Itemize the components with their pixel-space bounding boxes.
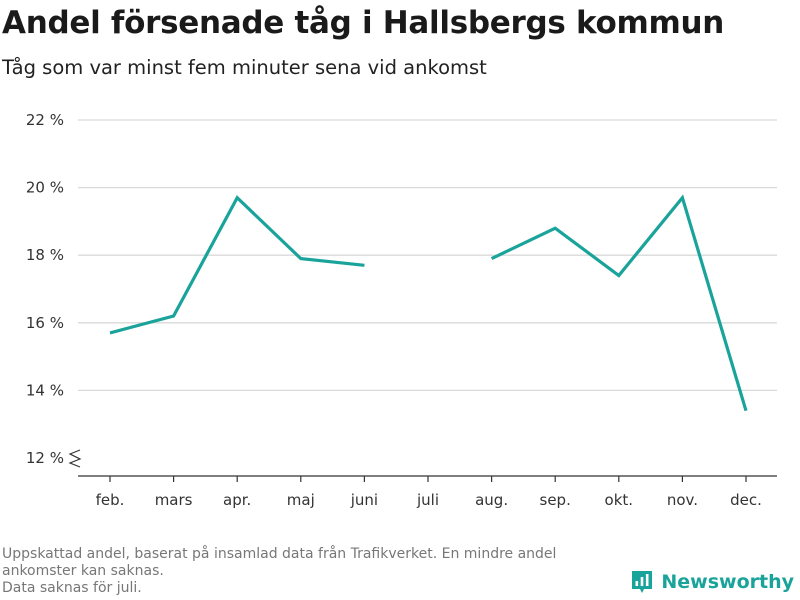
x-tick-label: apr.: [223, 491, 251, 509]
series-line: [109, 195, 365, 335]
newsworthy-logo-icon: [632, 571, 653, 593]
footnote: Uppskattad andel, baserat på insamlad da…: [2, 546, 632, 597]
series-lines: [109, 194, 748, 412]
x-tick-label: juli: [416, 491, 439, 509]
x-tick-label: aug.: [475, 491, 508, 509]
brand-logo: Newsworthy: [630, 569, 794, 595]
x-tick-label: mars: [155, 491, 193, 509]
brand-name: Newsworthy: [661, 571, 794, 593]
chart-subtitle: Tåg som var minst fem minuter sena vid a…: [2, 56, 487, 79]
axis-break-icon: [68, 449, 82, 468]
y-tick-label: 18 %: [26, 246, 64, 264]
footnote-missing: Data saknas för juli.: [2, 580, 142, 596]
y-tick-label: 22 %: [26, 111, 64, 129]
gridlines: [68, 119, 777, 468]
x-tick-label: dec.: [730, 491, 762, 509]
x-tick-label: feb.: [96, 491, 125, 509]
x-tick-label: juni: [350, 491, 378, 509]
x-tick-label: maj: [287, 491, 315, 509]
y-tick-label: 16 %: [26, 314, 64, 332]
x-tick-label: okt.: [605, 491, 634, 509]
y-tick-label: 12 %: [26, 449, 64, 467]
footnote-source: Uppskattad andel, baserat på insamlad da…: [2, 546, 557, 579]
x-tick-label: nov.: [667, 491, 698, 509]
y-tick-label: 20 %: [26, 179, 64, 197]
y-tick-label: 14 %: [26, 381, 64, 399]
x-tick-label: sep.: [540, 491, 571, 509]
x-axis-ticks: feb. mars apr. maj juni juli aug. sep. okt. nov. d…: [96, 476, 762, 509]
chart-title: Andel försenade tåg i Hallsbergs kommun: [2, 5, 725, 41]
series-line: [490, 194, 748, 412]
y-axis-ticks: 12 % 14 % 16 % 18 % 20 % 22 %: [26, 111, 64, 467]
